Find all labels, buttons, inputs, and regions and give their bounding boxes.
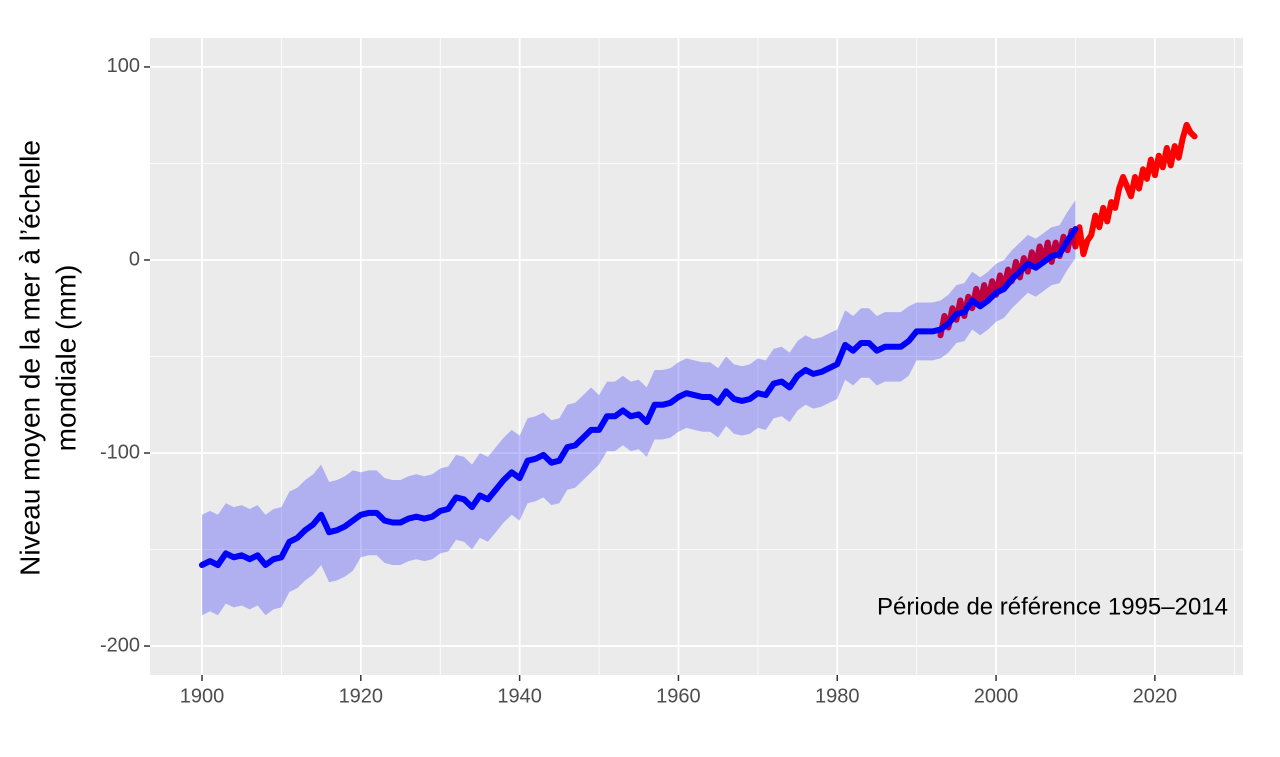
x-tick-label: 1960 [656, 685, 701, 707]
marks [199, 121, 1198, 616]
x-tick-label: 1920 [339, 685, 384, 707]
y-tick-label: -200 [100, 634, 140, 656]
x-tick-label: 2020 [1133, 685, 1178, 707]
line [937, 121, 1198, 339]
y-axis-label: mondiale (mm) [50, 265, 81, 452]
x-tick-label: 1900 [180, 685, 225, 707]
axes: 1900 1920 1940 1960 1980 2000 2020 100 0 -100 -200 [100, 55, 1177, 707]
y-axis-label: Niveau moyen de la mer à l’échelle [14, 140, 45, 576]
y-tick-label: -100 [100, 441, 140, 463]
y-tick-label: 100 [107, 55, 140, 77]
uncertainty-band [202, 200, 1076, 616]
line [199, 226, 1079, 568]
x-tick-label: 1980 [815, 685, 860, 707]
x-tick-label: 2000 [974, 685, 1019, 707]
y-tick-label: 0 [129, 248, 140, 270]
annotation: Période de référence 1995–2014 [877, 593, 1228, 620]
x-tick-label: 1940 [497, 685, 542, 707]
